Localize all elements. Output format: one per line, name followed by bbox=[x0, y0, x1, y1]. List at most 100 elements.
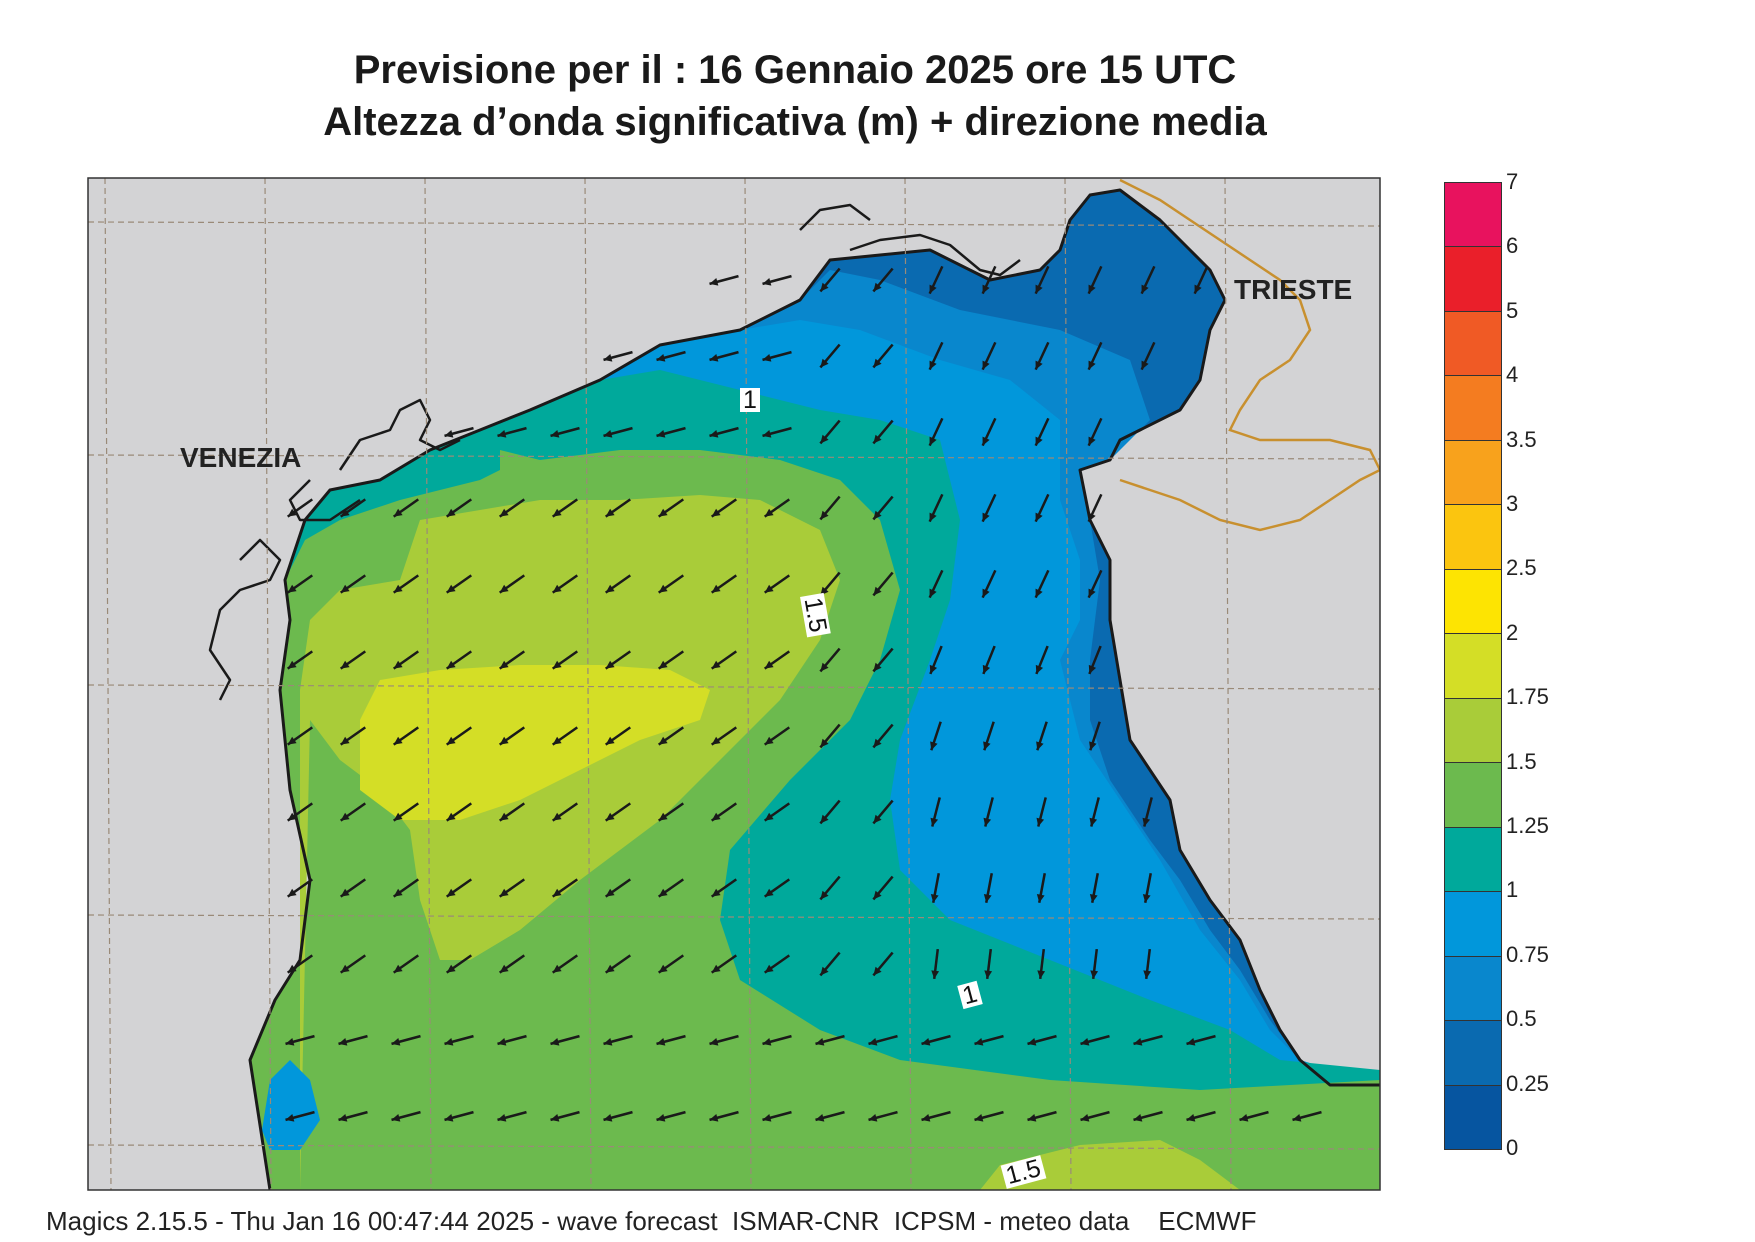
wave-direction-arrowhead bbox=[764, 812, 774, 821]
wave-direction-arrowhead bbox=[1141, 360, 1149, 370]
legend-label: 0.25 bbox=[1506, 1070, 1549, 1096]
contour-label: 1 bbox=[740, 388, 760, 413]
lagoon-shore-inner bbox=[799, 203, 1021, 277]
wave-direction-arrowhead bbox=[499, 736, 509, 745]
legend-label: 3.5 bbox=[1506, 426, 1537, 452]
wave-direction-arrowhead bbox=[931, 970, 940, 979]
wave-direction-arrowhead bbox=[711, 964, 721, 973]
wave-direction-arrowhead bbox=[820, 358, 829, 368]
wave-direction-arrowhead bbox=[711, 888, 721, 897]
legend-swatch bbox=[1445, 440, 1501, 506]
wave-direction-arrowhead bbox=[873, 738, 882, 748]
wave-direction-arrowhead bbox=[605, 660, 615, 669]
color-legend bbox=[1444, 182, 1502, 1150]
wave-direction-arrowhead bbox=[287, 964, 297, 973]
wave-direction-arrowhead bbox=[446, 660, 456, 669]
wave-direction-arrowhead bbox=[709, 1038, 719, 1046]
wave-direction-arrowhead bbox=[1027, 1114, 1037, 1122]
grid-line-horizontal bbox=[88, 221, 1380, 227]
wave-direction-arrowhead bbox=[340, 508, 350, 517]
wave-direction-arrowhead bbox=[711, 584, 721, 593]
wave-direction-arrowhead bbox=[711, 736, 721, 745]
wave-direction-arrowhead bbox=[393, 660, 403, 669]
wave-direction-arrowhead bbox=[1027, 1038, 1037, 1046]
legend-label: 1 bbox=[1506, 877, 1519, 903]
map-frame bbox=[87, 177, 1381, 1191]
grid-line-vertical bbox=[904, 178, 912, 1190]
wave-direction-arrowhead bbox=[930, 817, 939, 827]
wave-direction-arrowhead bbox=[982, 284, 990, 294]
wave-direction-arrowhead bbox=[287, 660, 297, 669]
grid-line-vertical bbox=[584, 178, 592, 1190]
wave-direction-arrowhead bbox=[709, 1114, 719, 1122]
wave-direction-arrowhead bbox=[711, 660, 721, 669]
wave-direction-arrowhead bbox=[929, 436, 937, 446]
wave-direction-arrowhead bbox=[1088, 664, 1097, 674]
wave-direction-arrowhead bbox=[762, 1038, 772, 1046]
wave-direction-arrowhead bbox=[658, 508, 668, 517]
wave-direction-arrowhead bbox=[656, 430, 666, 438]
wave-direction-arrowhead bbox=[1035, 512, 1043, 522]
wave-direction-arrowhead bbox=[499, 508, 509, 517]
coastline-east bbox=[1078, 299, 1380, 1087]
wave-direction-arrowhead bbox=[1143, 970, 1152, 979]
wave-direction-arrowhead bbox=[929, 664, 938, 674]
wave-direction-arrowhead bbox=[709, 278, 719, 286]
wave-direction-arrowhead bbox=[446, 508, 456, 517]
wave-direction-arrowhead bbox=[658, 736, 668, 745]
wave-direction-arrowhead bbox=[921, 1038, 931, 1046]
wave-direction-arrowhead bbox=[820, 814, 829, 824]
legend-label: 2 bbox=[1506, 619, 1519, 645]
wave-direction-arrowhead bbox=[497, 430, 507, 438]
wave-direction-arrowhead bbox=[338, 1114, 348, 1122]
wave-direction-arrowhead bbox=[1089, 817, 1098, 827]
legend-swatch bbox=[1445, 1021, 1501, 1086]
wave-direction-arrowhead bbox=[1036, 741, 1044, 751]
wave-direction-arrowhead bbox=[1141, 284, 1149, 294]
wave-direction-arrowhead bbox=[605, 888, 615, 897]
map-grid bbox=[88, 178, 1380, 1190]
wave-direction-arrowhead bbox=[605, 736, 615, 745]
wave-direction-arrowhead bbox=[446, 888, 456, 897]
wave-direction-arrowhead bbox=[658, 888, 668, 897]
wave-direction-arrowhead bbox=[552, 888, 562, 897]
wave-direction-arrowhead bbox=[340, 812, 350, 821]
wave-direction-arrowhead bbox=[1133, 1038, 1143, 1046]
wave-direction-arrowhead bbox=[929, 284, 937, 294]
wave-direction-arrowhead bbox=[762, 1114, 772, 1122]
wave-direction-arrowhead bbox=[658, 660, 668, 669]
contour-label: 1.5 bbox=[799, 592, 832, 638]
wave-direction-arrowhead bbox=[762, 430, 772, 438]
legend-label: 3 bbox=[1506, 491, 1519, 516]
legend-swatch bbox=[1445, 827, 1501, 893]
wave-direction-arrowhead bbox=[393, 736, 403, 745]
wave-direction-arrowhead bbox=[873, 586, 882, 596]
coastline-west bbox=[248, 188, 1227, 1190]
wave-direction-arrowhead bbox=[820, 510, 829, 520]
wave-direction-arrowhead bbox=[1035, 664, 1044, 674]
wave-direction-arrowhead bbox=[603, 1038, 613, 1046]
wave-direction-arrowhead bbox=[287, 888, 297, 897]
wave-direction-arrowhead bbox=[820, 282, 829, 292]
legend-swatch bbox=[1445, 1085, 1501, 1150]
wave-direction-arrowhead bbox=[815, 1038, 825, 1046]
wave-direction-arrowhead bbox=[709, 354, 719, 362]
wave-direction-arrowhead bbox=[982, 512, 990, 522]
wave-direction-arrowhead bbox=[603, 430, 613, 438]
wave-direction-arrowhead bbox=[1090, 970, 1099, 979]
wave-direction-arrowhead bbox=[982, 436, 990, 446]
wave-direction-arrowhead bbox=[658, 584, 668, 593]
wave-direction-arrowhead bbox=[1088, 512, 1096, 522]
wave-direction-arrowhead bbox=[287, 736, 297, 745]
wave-direction-arrowhead bbox=[762, 354, 772, 362]
wave-direction-arrowhead bbox=[499, 964, 509, 973]
wave-direction-arrowhead bbox=[873, 662, 882, 672]
wave-direction-arrowhead bbox=[658, 812, 668, 821]
wave-direction-arrowhead bbox=[285, 1114, 295, 1122]
sea-area bbox=[250, 190, 1380, 1190]
grid-line-vertical bbox=[744, 178, 752, 1190]
legend-label: 5 bbox=[1506, 297, 1519, 323]
wave-direction-arrowhead bbox=[605, 964, 615, 973]
wave-direction-arrowhead bbox=[1088, 588, 1096, 598]
wave-direction-arrowhead bbox=[444, 1114, 454, 1122]
